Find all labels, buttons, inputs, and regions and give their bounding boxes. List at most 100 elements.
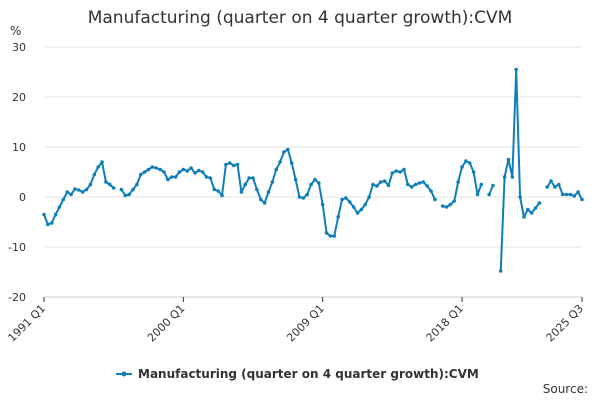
data-point[interactable] [413,182,418,187]
data-point[interactable] [371,182,375,187]
data-point[interactable] [251,176,255,180]
data-point[interactable] [328,234,333,238]
data-point[interactable] [278,160,282,164]
data-point[interactable] [305,192,309,197]
data-point[interactable] [297,195,302,199]
data-point[interactable] [440,204,445,208]
data-point[interactable] [270,180,275,184]
data-point[interactable] [347,200,352,204]
data-point[interactable] [529,211,534,215]
data-point[interactable] [111,186,116,190]
data-point[interactable] [564,192,569,197]
data-point[interactable] [533,206,538,210]
data-point[interactable] [135,182,139,187]
data-point[interactable] [169,175,174,179]
data-point[interactable] [286,147,290,152]
data-point[interactable] [88,182,93,187]
data-point[interactable] [402,167,406,172]
data-point[interactable] [57,205,62,209]
data-point[interactable] [127,192,131,197]
data-point[interactable] [104,180,108,184]
data-point[interactable] [84,187,89,192]
data-point[interactable] [220,193,224,198]
data-point[interactable] [142,170,147,174]
data-point[interactable] [181,167,186,172]
data-point[interactable] [197,168,201,173]
data-point[interactable] [65,190,70,194]
data-point[interactable] [317,181,321,185]
data-point[interactable] [456,180,460,184]
data-point[interactable] [231,163,236,168]
data-point[interactable] [92,172,97,177]
data-point[interactable] [375,184,379,188]
data-point[interactable] [522,215,526,219]
data-point[interactable] [421,180,426,184]
data-point[interactable] [394,169,399,173]
data-point[interactable] [560,192,565,197]
data-point[interactable] [212,187,217,192]
data-point[interactable] [61,197,66,202]
data-point[interactable] [464,159,468,163]
data-point[interactable] [262,201,267,205]
data-point[interactable] [173,175,178,179]
data-point[interactable] [200,170,205,174]
data-point[interactable] [282,150,286,154]
data-point[interactable] [545,185,549,189]
data-point[interactable] [77,188,81,192]
data-point[interactable] [266,190,271,194]
data-point[interactable] [324,231,329,235]
data-point[interactable] [289,161,294,165]
data-point[interactable] [193,171,197,175]
data-point[interactable] [359,207,364,212]
data-point[interactable] [479,182,484,187]
data-point[interactable] [491,183,495,188]
data-point[interactable] [166,177,170,182]
data-point[interactable] [216,189,220,193]
data-point[interactable] [177,170,182,174]
data-point[interactable] [204,175,209,179]
data-point[interactable] [429,189,433,193]
data-point[interactable] [73,187,77,191]
data-point[interactable] [487,192,491,197]
data-point[interactable] [355,211,360,215]
data-point[interactable] [340,197,344,202]
data-point[interactable] [138,172,143,177]
data-point[interactable] [158,167,162,172]
data-point[interactable] [243,182,248,187]
data-point[interactable] [146,167,151,172]
data-point[interactable] [150,165,155,169]
data-point[interactable] [255,187,259,192]
data-point[interactable] [332,234,337,238]
data-point[interactable] [386,183,391,188]
data-point[interactable] [433,197,437,202]
data-point[interactable] [498,269,503,273]
data-point[interactable] [274,167,279,172]
data-point[interactable] [351,205,356,209]
data-point[interactable] [53,212,58,217]
data-point[interactable] [313,177,317,182]
data-point[interactable] [344,196,348,200]
data-point[interactable] [460,165,464,169]
data-point[interactable] [189,166,193,170]
data-point[interactable] [556,182,561,187]
data-point[interactable] [526,207,530,212]
data-point[interactable] [123,193,128,198]
data-point[interactable] [131,187,135,192]
data-point[interactable] [425,184,429,188]
data-point[interactable] [510,175,515,179]
data-point[interactable] [537,201,542,205]
data-point[interactable] [185,169,190,173]
data-point[interactable] [301,196,306,200]
data-point[interactable] [162,170,166,174]
data-point[interactable] [568,192,573,197]
data-point[interactable] [119,187,124,192]
data-point[interactable] [382,179,387,183]
data-point[interactable] [42,212,46,217]
data-point[interactable] [239,190,244,194]
data-point[interactable] [336,215,340,219]
data-point[interactable] [549,179,553,183]
data-point[interactable] [80,190,85,194]
data-point[interactable] [506,157,511,162]
data-point[interactable] [475,192,480,197]
data-point[interactable] [367,195,371,199]
